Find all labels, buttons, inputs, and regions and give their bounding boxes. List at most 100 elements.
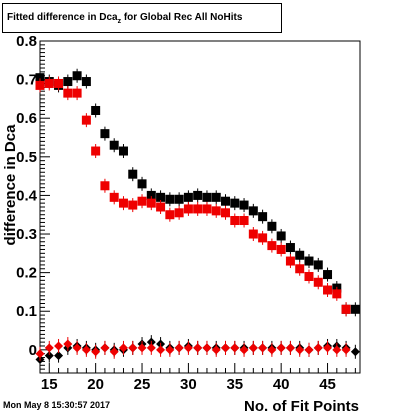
chart-title-subscript: z [117, 18, 122, 25]
data-point-square [174, 208, 184, 218]
data-point-square [183, 204, 193, 214]
data-point-square [118, 146, 128, 156]
data-point-diamond [174, 343, 184, 353]
date-stamp: Mon May 8 15:30:57 2017 [3, 400, 111, 410]
data-point-square [202, 192, 212, 202]
data-point-diamond [54, 341, 64, 351]
data-point-diamond [156, 345, 166, 355]
data-point-square [230, 198, 240, 208]
data-point-square [332, 289, 342, 299]
data-point-square [100, 129, 110, 139]
x-tick-label: 35 [226, 376, 243, 393]
data-point-diamond [239, 345, 249, 355]
x-tick-label: 45 [319, 376, 336, 393]
data-point-square [72, 88, 82, 98]
data-point-diamond [63, 339, 73, 349]
data-point-square [211, 206, 221, 216]
data-point-diamond [91, 347, 101, 357]
data-point-diamond [165, 345, 175, 355]
y-tick-label: 0.6 [16, 110, 37, 127]
data-point-square [81, 115, 91, 125]
data-point-square [258, 233, 268, 243]
data-point-square [276, 244, 286, 254]
data-point-square [109, 140, 119, 150]
data-point-square [100, 181, 110, 191]
data-point-square [304, 271, 314, 281]
data-point-diamond [304, 345, 314, 355]
data-point-square [295, 250, 305, 260]
data-point-square [267, 221, 277, 231]
data-point-diamond [295, 345, 305, 355]
data-point-square [295, 264, 305, 274]
y-tick-label: 0.8 [16, 33, 37, 50]
chart-title-rest: for Global Rec All NoHits [121, 12, 243, 23]
y-tick-label: 0.5 [16, 149, 37, 166]
data-point-square [341, 304, 351, 314]
data-point-diamond [221, 343, 231, 353]
data-point-diamond [183, 343, 193, 353]
data-point-square [183, 192, 193, 202]
data-point-square [230, 216, 240, 226]
y-tick-label: 0.2 [16, 265, 37, 282]
data-point-diamond [109, 347, 119, 357]
x-tick-label: 30 [180, 376, 197, 393]
data-point-square [211, 192, 221, 202]
data-point-square [109, 192, 119, 202]
data-point-square [174, 194, 184, 204]
data-point-diamond [211, 345, 221, 355]
x-tick-label: 25 [134, 376, 151, 393]
data-point-diamond [100, 343, 110, 353]
data-point-diamond [128, 343, 138, 353]
data-point-square [35, 80, 45, 90]
data-point-square [118, 198, 128, 208]
data-point-square [258, 212, 268, 222]
data-markers [35, 68, 360, 367]
data-point-square [323, 285, 333, 295]
data-point-diamond [276, 343, 286, 353]
data-point-square [248, 206, 258, 216]
data-point-diamond [72, 343, 82, 353]
y-tick-label: 0.7 [16, 72, 37, 89]
chart-title-box: Fitted difference in Dcaz for Global Rec… [2, 3, 282, 33]
data-point-square [63, 77, 73, 87]
data-point-square [156, 202, 166, 212]
data-point-square [63, 88, 73, 98]
data-point-square [202, 204, 212, 214]
data-point-diamond [193, 343, 203, 353]
data-point-diamond [332, 345, 342, 355]
series-1 [35, 76, 351, 317]
data-point-diamond [248, 343, 258, 353]
data-point-square [248, 229, 258, 239]
y-axis-title: difference in Dca [2, 124, 19, 246]
data-point-square [35, 73, 45, 83]
x-tick-label: 20 [87, 376, 104, 393]
data-point-diamond [137, 343, 147, 353]
series-3 [35, 337, 351, 361]
data-point-square [146, 198, 156, 208]
data-point-square [193, 190, 203, 200]
data-point-square [44, 78, 54, 88]
data-point-diamond [341, 345, 351, 355]
data-point-diamond [323, 343, 333, 353]
data-point-square [221, 196, 231, 206]
data-point-diamond [258, 343, 268, 353]
data-point-square [146, 190, 156, 200]
data-point-square [304, 256, 314, 266]
data-point-square [137, 196, 147, 206]
data-point-square [323, 270, 333, 280]
data-point-square [72, 71, 82, 81]
data-point-square [285, 256, 295, 266]
data-point-square [239, 200, 249, 210]
data-point-diamond [285, 343, 295, 353]
data-point-square [285, 243, 295, 253]
data-point-square [81, 77, 91, 87]
y-tick-label: 0.4 [16, 187, 38, 204]
data-point-diamond [146, 343, 156, 353]
axis-ticks: 0 0.1 0.2 0.3 0.4 0.5 0.6 0.7 0.8 15 20 25 30 35 40 45 [16, 33, 356, 393]
data-point-square [276, 231, 286, 241]
data-point-square [137, 179, 147, 189]
data-point-diamond [44, 351, 54, 361]
y-tick-label: 0 [29, 342, 37, 359]
y-tick-label: 0.1 [16, 303, 37, 320]
data-point-diamond [202, 343, 212, 353]
